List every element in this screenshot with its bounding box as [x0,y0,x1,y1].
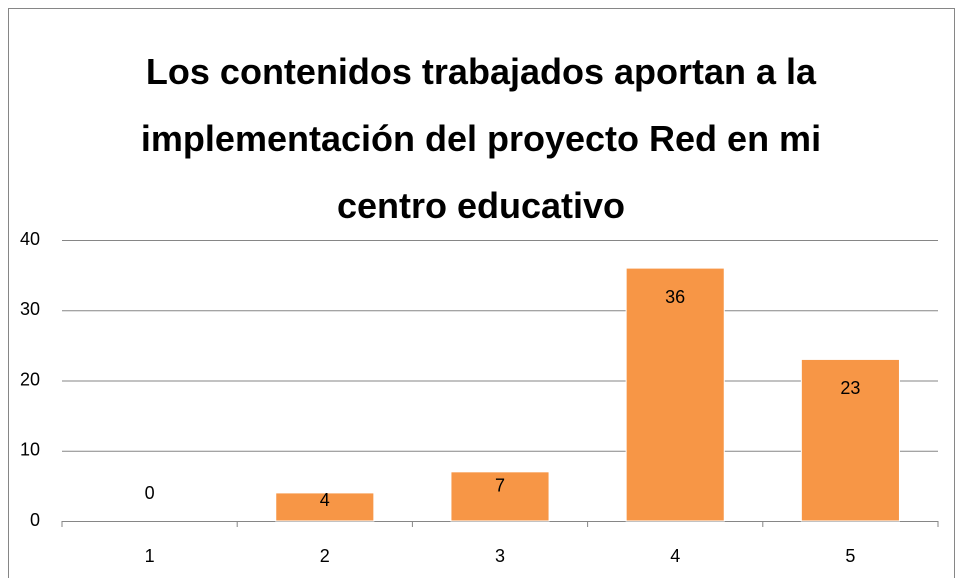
y-tick-label: 10 [20,440,40,460]
chart-title: Los contenidos trabajados aportan a la i… [140,51,822,226]
x-tick-label: 3 [495,546,505,566]
title-box: Los contenidos trabajados aportan a la i… [8,38,954,239]
bar [800,358,900,522]
y-tick-label: 0 [30,510,40,530]
data-label: 4 [320,490,330,510]
bar [450,471,550,522]
x-tick-label: 5 [845,546,855,566]
data-label: 36 [665,287,685,307]
data-label: 0 [145,483,155,503]
bar [275,492,375,522]
data-label: 7 [495,475,505,495]
y-tick-label: 40 [20,229,40,249]
x-tick-label: 2 [320,546,330,566]
data-label: 23 [840,378,860,398]
x-tick-label: 4 [670,546,680,566]
y-tick-label: 30 [20,299,40,319]
x-tick-label: 1 [145,546,155,566]
y-tick-label: 20 [20,369,40,389]
bar [625,267,725,522]
